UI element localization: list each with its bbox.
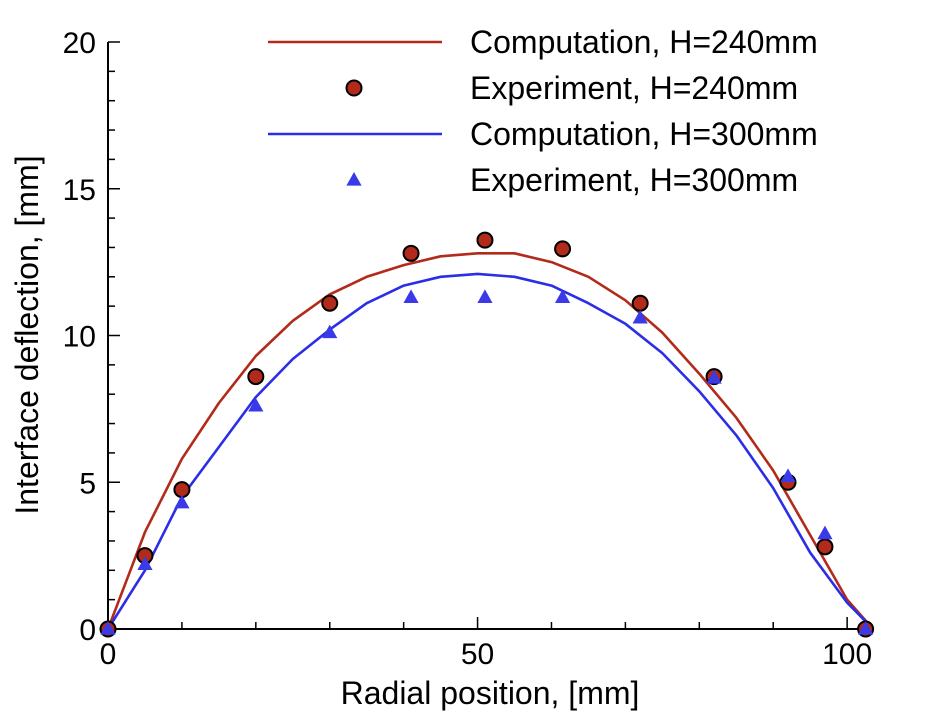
data-point-triangle <box>858 621 874 635</box>
data-point-circle <box>321 294 339 312</box>
data-point-triangle <box>248 397 264 412</box>
plot-curves <box>106 252 874 630</box>
legend-circle-marker <box>345 79 363 97</box>
legend-label-3: Computation, H=300mm <box>470 116 818 152</box>
x-tick-label: 0 <box>100 638 117 671</box>
data-point-circle <box>631 294 649 312</box>
y-tick-label: 0 <box>79 614 96 647</box>
y-tick-label: 10 <box>63 321 96 354</box>
y-tick-label: 15 <box>63 174 96 207</box>
legend-label-4: Experiment, H=300mm <box>470 162 798 198</box>
x-tick-label: 50 <box>461 638 494 671</box>
x-tick-label: 100 <box>822 638 872 671</box>
data-point-triangle <box>817 525 833 540</box>
data-point-triangle <box>632 309 648 324</box>
data-point-triangle <box>322 324 338 339</box>
legend-label-2: Experiment, H=240mm <box>470 70 798 106</box>
data-point-triangle <box>554 289 571 303</box>
x-axis-title: Radial position, [mm] <box>341 675 640 711</box>
data-point-circle <box>554 240 572 258</box>
data-point-triangle <box>780 468 796 482</box>
data-point-circle <box>402 244 420 262</box>
data-point-triangle <box>706 370 722 384</box>
data-point-triangle <box>477 289 493 303</box>
legend: Computation, H=240mm Experiment, H=240mm C… <box>268 24 818 198</box>
data-point-triangle <box>100 621 116 635</box>
y-tick-label: 5 <box>79 467 96 500</box>
series-line-3 <box>106 272 874 630</box>
plot-markers <box>99 231 875 638</box>
data-point-circle <box>247 368 265 386</box>
legend-label-1: Computation, H=240mm <box>470 24 818 60</box>
y-axis-title: Interface deflection, [mm] <box>9 155 45 514</box>
data-point-triangle <box>137 556 153 571</box>
data-point-triangle <box>403 289 419 303</box>
legend-triangle-marker <box>346 172 362 186</box>
y-tick-label: 20 <box>63 27 96 60</box>
data-point-circle <box>816 538 834 556</box>
series-line-1 <box>106 252 874 630</box>
data-point-triangle <box>174 494 190 509</box>
plot-frame: 0 50 100 0 5 10 15 20 <box>63 27 873 671</box>
data-point-circle <box>476 231 494 249</box>
